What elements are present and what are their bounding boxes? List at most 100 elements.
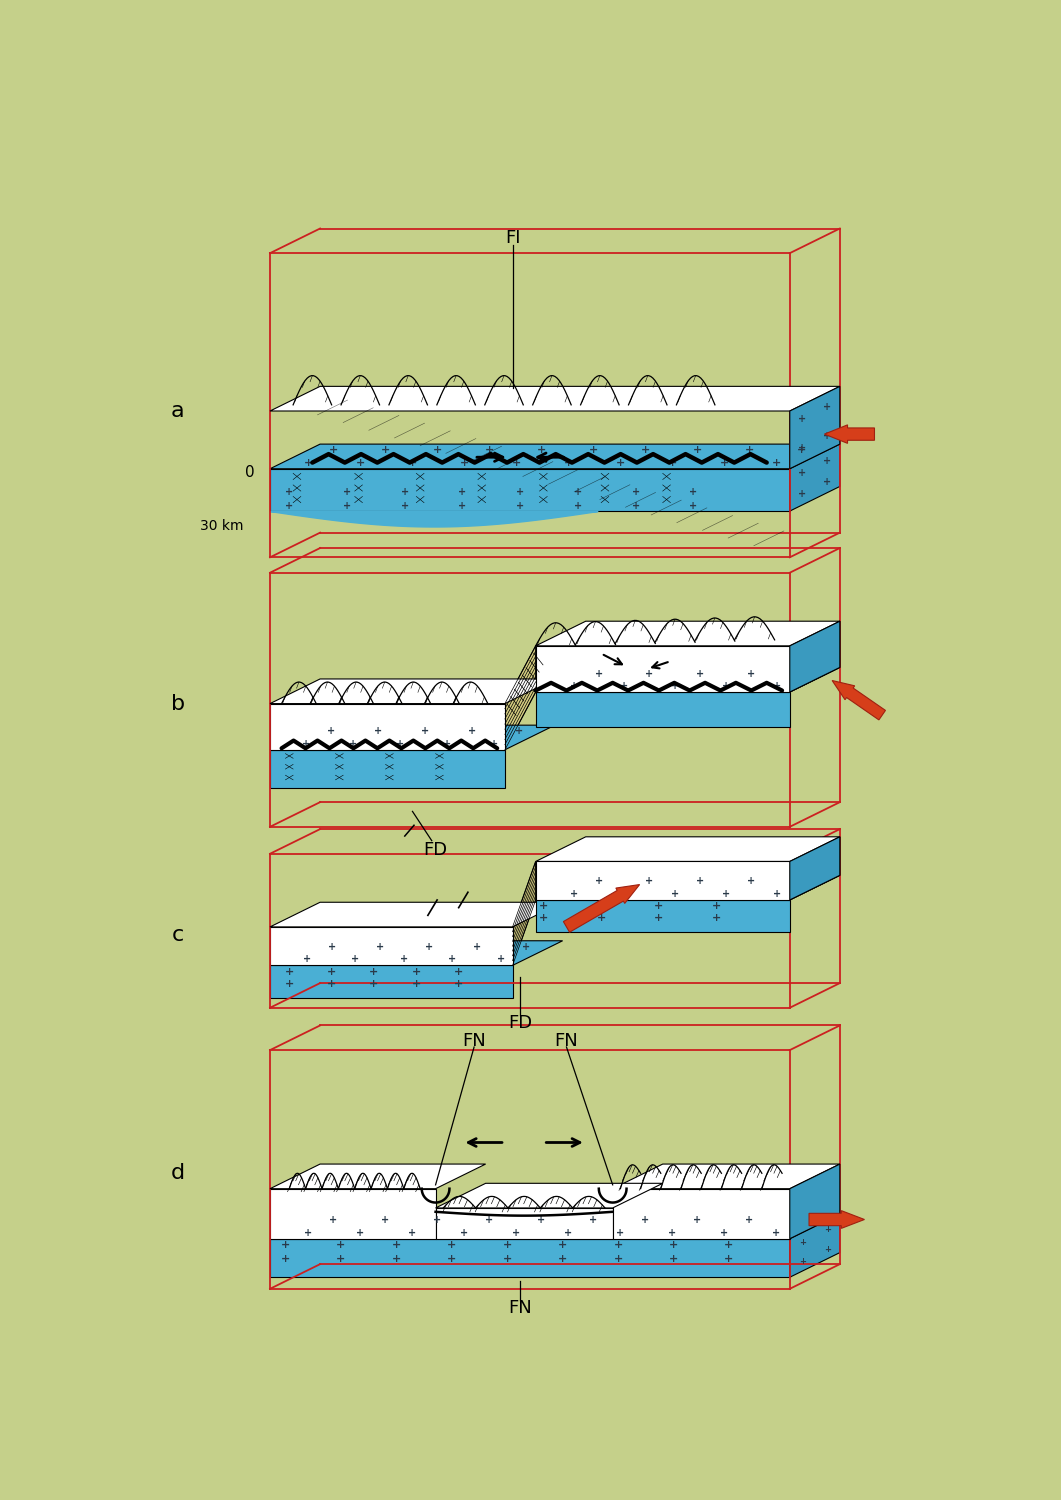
Polygon shape	[536, 876, 840, 900]
Text: +: +	[721, 681, 730, 692]
Text: +: +	[668, 1240, 678, 1250]
Text: +: +	[377, 942, 384, 952]
Text: +: +	[719, 458, 729, 468]
Polygon shape	[789, 621, 840, 692]
Text: +: +	[690, 488, 697, 496]
Text: +: +	[563, 458, 573, 468]
Text: +: +	[327, 980, 336, 988]
Text: +: +	[396, 738, 404, 748]
Text: +: +	[772, 1227, 780, 1238]
Text: +: +	[799, 1238, 805, 1246]
Text: +: +	[490, 738, 498, 748]
Text: +: +	[284, 966, 294, 976]
Text: +: +	[303, 458, 313, 468]
Text: +: +	[616, 1227, 625, 1238]
Text: +: +	[515, 726, 523, 736]
Text: +: +	[693, 1215, 701, 1225]
Text: +: +	[511, 458, 521, 468]
Text: +: +	[799, 674, 805, 682]
Text: +: +	[745, 446, 754, 456]
Text: +: +	[725, 1240, 733, 1250]
Text: +: +	[798, 876, 806, 886]
Text: +: +	[799, 1257, 805, 1266]
Text: +: +	[631, 501, 640, 510]
Text: +: +	[621, 681, 628, 692]
Polygon shape	[505, 646, 536, 750]
Text: +: +	[641, 1215, 649, 1225]
Text: +: +	[343, 501, 351, 510]
Text: +: +	[823, 662, 831, 670]
Text: +: +	[823, 646, 831, 656]
Text: +: +	[281, 1254, 290, 1264]
Text: +: +	[305, 1227, 313, 1238]
Text: +: +	[798, 414, 806, 424]
Text: +: +	[503, 1240, 511, 1250]
Text: +: +	[412, 980, 421, 988]
Text: +: +	[349, 738, 358, 748]
Text: +: +	[823, 402, 832, 412]
Text: +: +	[823, 1245, 831, 1254]
Text: +: +	[285, 501, 293, 510]
Text: 30 km: 30 km	[199, 519, 243, 534]
Text: +: +	[537, 1215, 545, 1225]
Polygon shape	[789, 837, 840, 900]
Polygon shape	[271, 724, 555, 750]
Text: +: +	[433, 446, 442, 456]
Text: +: +	[329, 446, 338, 456]
Text: +: +	[327, 966, 336, 976]
Text: +: +	[771, 458, 781, 468]
Text: +: +	[503, 1254, 511, 1264]
Polygon shape	[271, 1164, 486, 1188]
Text: +: +	[823, 456, 832, 466]
Text: +: +	[512, 1227, 521, 1238]
Text: +: +	[442, 738, 451, 748]
Text: +: +	[355, 458, 365, 468]
Text: 0: 0	[245, 465, 255, 480]
Polygon shape	[536, 900, 789, 933]
Polygon shape	[271, 750, 505, 789]
Text: FD: FD	[508, 1014, 533, 1032]
Text: +: +	[668, 1227, 677, 1238]
Text: +: +	[407, 458, 417, 468]
Polygon shape	[612, 1164, 840, 1188]
Text: +: +	[655, 914, 663, 924]
Text: +: +	[486, 1215, 493, 1225]
Text: +: +	[797, 446, 806, 456]
Text: d: d	[171, 1164, 185, 1184]
Text: +: +	[537, 446, 546, 456]
Text: +: +	[596, 902, 606, 910]
Text: +: +	[693, 446, 702, 456]
Polygon shape	[271, 1188, 436, 1239]
Text: +: +	[401, 501, 408, 510]
Text: +: +	[690, 501, 697, 510]
Text: +: +	[421, 726, 429, 736]
Text: +: +	[772, 890, 781, 898]
Text: +: +	[645, 876, 654, 886]
Text: +: +	[798, 468, 806, 478]
Text: +: +	[596, 914, 606, 924]
Polygon shape	[512, 861, 536, 966]
Text: +: +	[621, 890, 628, 898]
Text: +: +	[401, 488, 408, 496]
Text: FN: FN	[555, 1032, 578, 1050]
Text: +: +	[285, 488, 293, 496]
Text: +: +	[725, 1254, 733, 1264]
Text: +: +	[356, 1227, 365, 1238]
Text: +: +	[434, 1215, 441, 1225]
Polygon shape	[536, 837, 840, 861]
Text: +: +	[460, 1227, 469, 1238]
Text: +: +	[392, 1240, 401, 1250]
Text: +: +	[343, 488, 351, 496]
Text: +: +	[799, 884, 805, 892]
Text: +: +	[645, 669, 654, 678]
Text: FN: FN	[463, 1032, 486, 1050]
Text: +: +	[382, 1215, 389, 1225]
Polygon shape	[436, 1184, 663, 1208]
Text: +: +	[594, 669, 603, 678]
Text: +: +	[823, 477, 832, 488]
Text: +: +	[570, 890, 577, 898]
Text: +: +	[589, 446, 598, 456]
Text: +: +	[613, 1240, 623, 1250]
Text: b: b	[171, 693, 185, 714]
Text: +: +	[720, 1227, 729, 1238]
